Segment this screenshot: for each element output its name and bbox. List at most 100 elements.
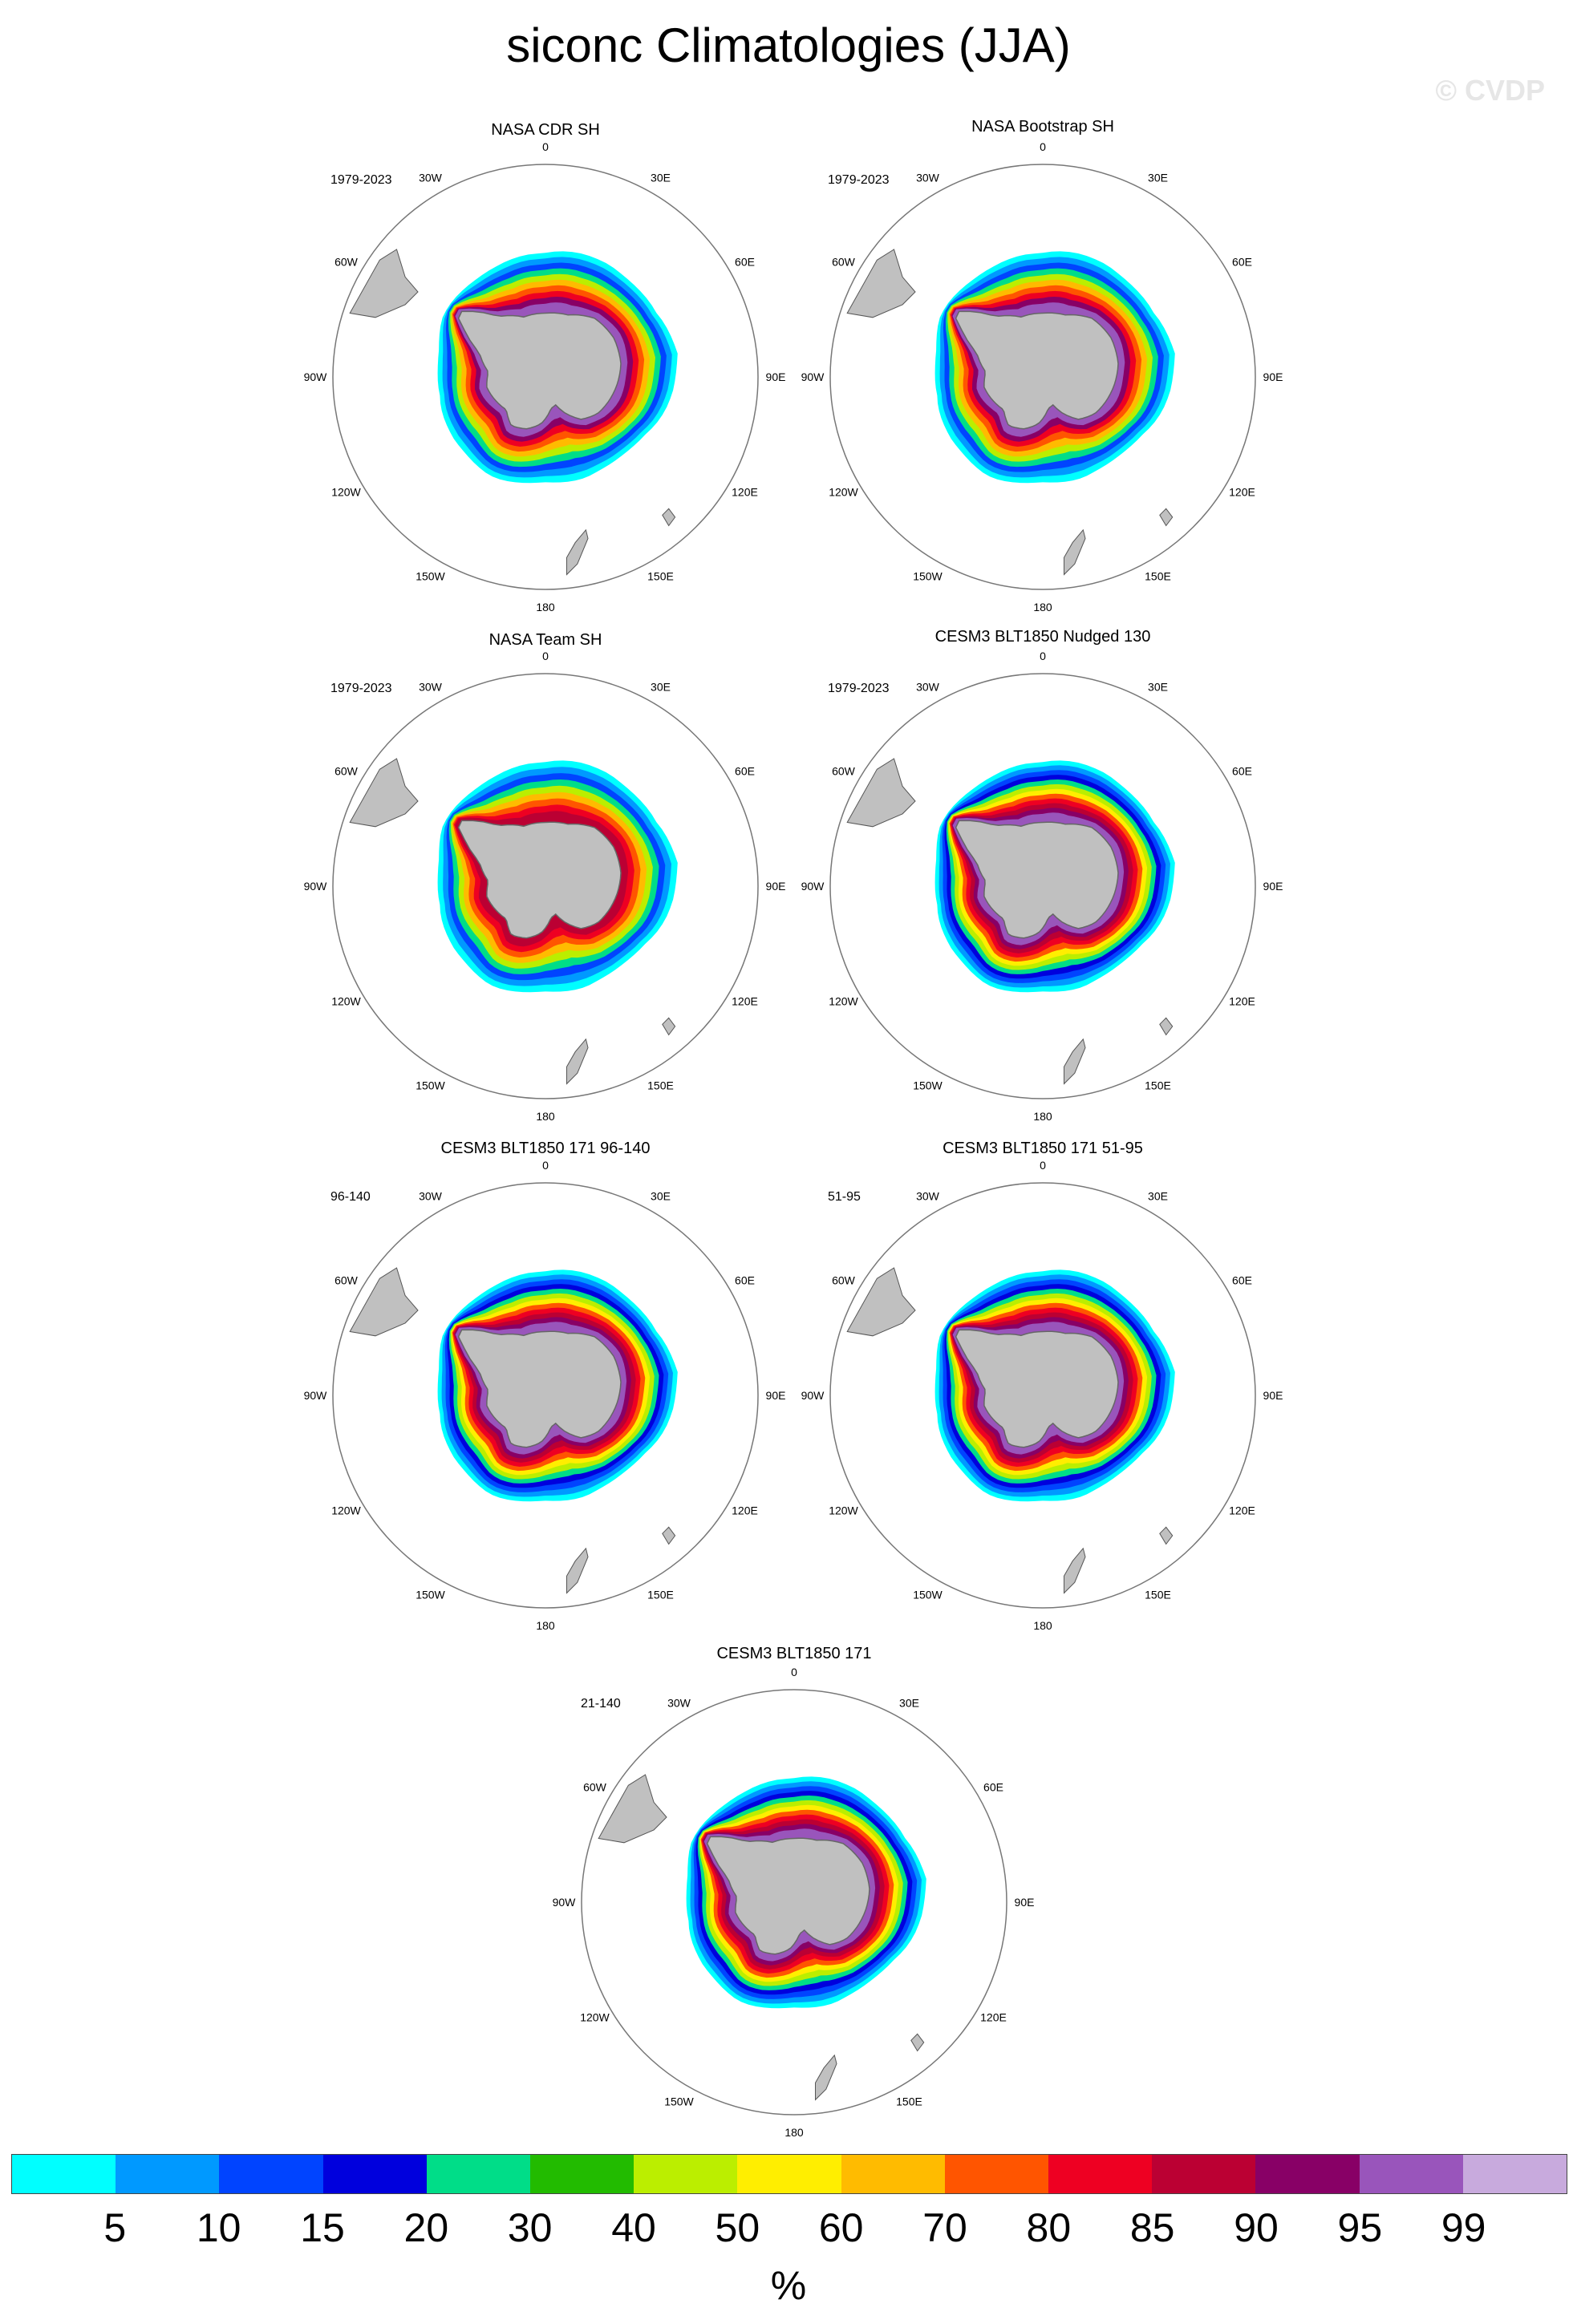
longitude-label: 120W [580, 2011, 610, 2024]
colorbar-tick-label: 90 [1234, 2205, 1279, 2250]
longitude-label: 180 [1033, 1619, 1052, 1632]
colorbar-tick-label: 60 [818, 2205, 864, 2250]
land-antarctica [955, 310, 1119, 430]
land-south-america [598, 1774, 667, 1844]
longitude-label: 60E [735, 765, 755, 778]
longitude-label: 120W [829, 1504, 858, 1517]
longitude-label: 30W [916, 172, 940, 184]
land-south-america [349, 1267, 419, 1337]
colorbar-tick-label: 30 [507, 2205, 553, 2250]
colorbar-box [1359, 2155, 1463, 2193]
longitude-label: 0 [1040, 650, 1046, 662]
polar-map: 0 30E 60E 90E 120E 150E 180 150W 120W 90W 60W 30W [801, 1159, 1283, 1632]
colorbar-box [12, 2155, 116, 2193]
panel-title-7: CESM3 BLT1850 171 [716, 1645, 872, 1662]
longitude-label: 180 [536, 1110, 555, 1123]
longitude-label: 60E [983, 1781, 1003, 1794]
longitude-label: 90W [801, 370, 825, 383]
longitude-label: 120E [1229, 1504, 1255, 1517]
polar-map: 0 30E 60E 90E 120E 150E 180 150W 120W 90W 60W 30W [304, 140, 786, 613]
longitude-label: 60W [832, 765, 856, 778]
longitude-label: 0 [1040, 1159, 1046, 1172]
land-tasmania [1159, 1526, 1174, 1545]
land-tasmania [1159, 508, 1174, 527]
land-antarctica [457, 1329, 622, 1448]
longitude-label: 150W [913, 1589, 943, 1601]
panel-title-3: NASA Team SH [489, 631, 602, 649]
longitude-label: 30E [899, 1697, 919, 1710]
panel-title-2: NASA Bootstrap SH [971, 118, 1114, 136]
period-label-7: 21-140 [581, 1697, 621, 1711]
polar-map: 0 30E 60E 90E 120E 150E 180 150W 120W 90W 60W 30W [304, 1159, 786, 1632]
land-antarctica [955, 820, 1119, 939]
longitude-label: 180 [784, 2126, 804, 2139]
land-antarctica [457, 820, 622, 939]
longitude-label: 30E [651, 172, 671, 184]
land-tasmania [662, 508, 676, 527]
colorbar-box [634, 2155, 738, 2193]
longitude-label: 30W [419, 1190, 443, 1203]
colorbar-box [1048, 2155, 1153, 2193]
longitude-label: 90E [1263, 880, 1283, 893]
colorbar-box [1462, 2155, 1567, 2193]
longitude-label: 150W [416, 1589, 445, 1601]
longitude-label: 150E [647, 570, 674, 583]
longitude-label: 0 [542, 1159, 549, 1172]
map-panels: 0 30E 60E 90E 120E 150E 180 150W 120W 90W 60W 30W 0 3… [304, 140, 1283, 2139]
colorbar-box [944, 2155, 1049, 2193]
colorbar-box [322, 2155, 427, 2193]
colorbar-box [116, 2155, 220, 2193]
colorbar-tick-label: 70 [922, 2205, 967, 2250]
longitude-label: 90W [801, 1389, 825, 1402]
longitude-label: 60E [1232, 1274, 1252, 1287]
figure-title: siconc Climatologies (JJA) [506, 18, 1071, 72]
land-tasmania [662, 1017, 676, 1036]
colorbar-tick-label: 40 [611, 2205, 656, 2250]
longitude-label: 90E [766, 880, 786, 893]
land-antarctica [955, 1329, 1119, 1448]
land-new-zealand [1064, 1547, 1086, 1594]
land-south-america [846, 758, 916, 828]
colorbar-tick-label: 10 [196, 2205, 241, 2250]
longitude-label: 60W [334, 256, 359, 269]
longitude-label: 60W [334, 1274, 359, 1287]
longitude-label: 60W [832, 256, 856, 269]
colorbar-box [530, 2155, 634, 2193]
land-tasmania [910, 2033, 925, 2052]
longitude-label: 120E [732, 486, 758, 499]
longitude-label: 150E [1145, 570, 1171, 583]
longitude-label: 30E [651, 1190, 671, 1203]
period-label-6: 51-95 [828, 1190, 861, 1204]
longitude-label: 0 [542, 140, 549, 153]
longitude-label: 90W [553, 1896, 577, 1909]
polar-map: 0 30E 60E 90E 120E 150E 180 150W 120W 90W 60W 30W [801, 140, 1283, 613]
longitude-label: 0 [791, 1666, 797, 1678]
longitude-label: 120W [331, 486, 361, 499]
colorbar-tick-label: 50 [715, 2205, 760, 2250]
longitude-label: 30W [916, 681, 940, 694]
longitude-label: 120E [1229, 995, 1255, 1008]
land-new-zealand [1064, 1038, 1086, 1085]
colorbar-box [1152, 2155, 1256, 2193]
longitude-label: 60E [735, 1274, 755, 1287]
land-new-zealand [566, 1038, 589, 1085]
longitude-label: 150E [1145, 1079, 1171, 1092]
longitude-label: 150E [1145, 1589, 1171, 1601]
period-label-2: 1979-2023 [828, 173, 890, 187]
land-antarctica [706, 1836, 870, 1955]
longitude-label: 30E [1148, 1190, 1168, 1203]
longitude-label: 90W [304, 1389, 328, 1402]
longitude-label: 0 [1040, 140, 1046, 153]
longitude-label: 60E [1232, 765, 1252, 778]
longitude-label: 30W [419, 681, 443, 694]
longitude-label: 90W [304, 370, 328, 383]
colorbar-box [1255, 2155, 1360, 2193]
longitude-label: 120E [732, 1504, 758, 1517]
land-new-zealand [566, 528, 589, 576]
land-antarctica [457, 310, 622, 430]
longitude-label: 150W [664, 2095, 694, 2108]
polar-map: 0 30E 60E 90E 120E 150E 180 150W 120W 90W 60W 30W [801, 650, 1283, 1123]
land-south-america [846, 249, 916, 318]
longitude-label: 120W [331, 995, 361, 1008]
colorbar-units: % [770, 2263, 807, 2308]
